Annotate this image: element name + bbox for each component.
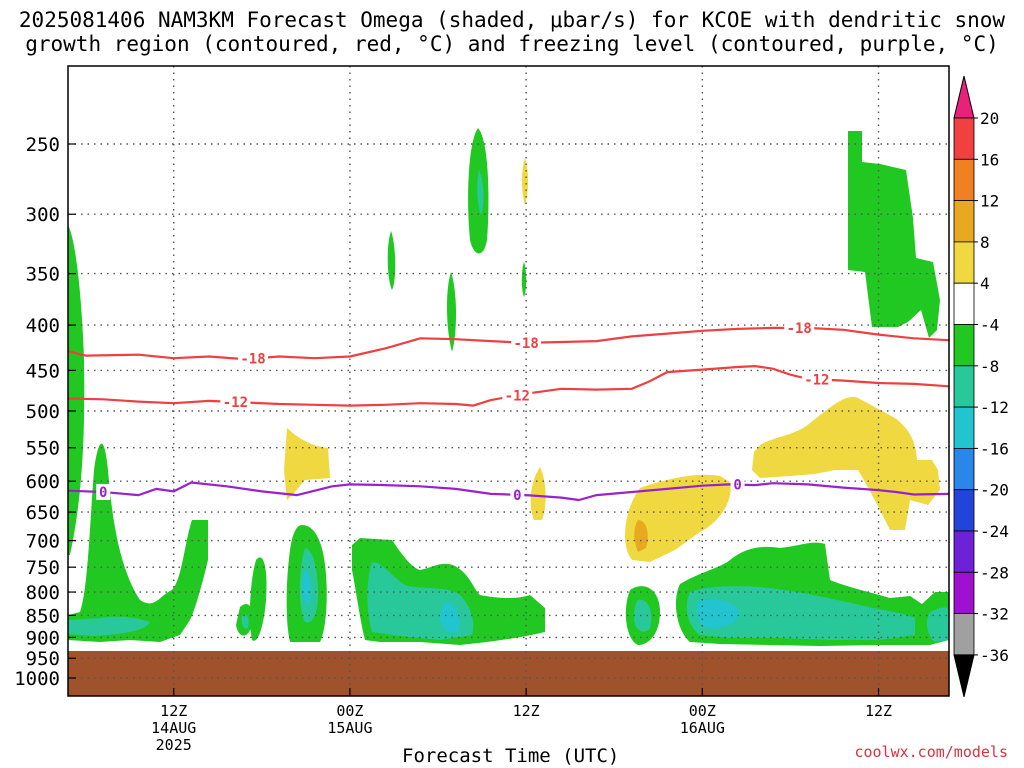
y-tick-label-800: 800 [26,582,60,604]
colorbar-segment-8 [953,447,975,491]
contour-label-bg-freezing-level-2 [730,476,745,493]
y-axis: 2503003504004505005506006507007508008509… [14,134,76,690]
colorbar-label-8: -16 [980,439,1009,458]
colorbar-label-2: 12 [980,192,999,211]
y-tick-label-300: 300 [26,204,60,226]
y-tick-label-500: 500 [26,401,60,423]
colorbar-segment-0 [953,117,975,160]
y-tick-label-750: 750 [26,557,60,579]
colorbar-label-5: -4 [980,316,999,335]
colorbar-segment-4 [953,282,975,325]
ground-below-surface [68,651,949,696]
omega-blob-upper-4 [522,158,528,205]
y-tick-label-850: 850 [26,605,60,627]
colorbar-label-10: -24 [980,522,1009,541]
omega-blob-left-edge [68,225,85,555]
contour-label-dgz-12-2: -12 [804,372,829,388]
y-tick-label-450: 450 [26,360,60,382]
y-tick-label-550: 550 [26,438,60,460]
colorbar-label-13: -36 [980,646,1009,665]
contour-label-bg-freezing-level-0 [96,483,111,500]
contour-label-bg-dgz-12-2 [801,371,832,388]
omega-blob-yellow-3 [625,474,731,562]
colorbar-segment-9 [953,489,975,532]
y-tick-label-600: 600 [26,471,60,493]
contour-label-dgz-18-1: -18 [513,336,538,352]
contour-label-bg-dgz-12-0 [220,394,251,411]
grid [68,66,949,696]
x-tick-label-3-1: 00Z [689,702,716,720]
y-tick-label-950: 950 [26,648,60,670]
source-credit: coolwx.com/models [854,743,1008,761]
omega-blob-yellow-4 [752,397,940,530]
colorbar-segment-7 [953,406,975,449]
contour-label-bg-dgz-18-0 [238,350,269,367]
y-tick-label-700: 700 [26,531,60,553]
plot-frame [67,65,950,697]
colorbar-segment-6 [953,365,975,408]
contour-label-freezing-level-1: 0 [513,488,521,504]
x-axis-title: Forecast Time (UTC) [402,745,620,767]
chart-title-line-2: growth region (contoured, red, °C) and f… [25,32,999,56]
contour-label-dgz-18-2: -18 [787,321,812,337]
colorbar-label-9: -20 [980,481,1009,500]
omega-blob-yellow-1 [284,428,330,500]
colorbar-label-11: -28 [980,563,1009,582]
contours: -18 -18 -18 -12 -12 -12 0 0 0 [68,319,949,504]
contour-label-bg-dgz-18-2 [784,319,815,336]
contour-label-bg-freezing-level-1 [510,486,525,503]
y-tick-label-350: 350 [26,264,60,286]
omega-blob-yellow-2 [530,467,546,520]
x-tick-label-0-3: 2025 [156,736,192,754]
contour-label-freezing-level-2: 0 [733,478,741,494]
colorbar-segment-5 [953,324,975,367]
contour-label-bg-dgz-12-1 [502,387,533,404]
omega-blob-upper-3 [446,272,457,352]
contour-label-dgz-12-1: -12 [505,388,530,404]
x-tick-label-1-2: 15AUG [327,719,372,737]
x-tick-label-4-1: 12Z [865,702,892,720]
contour-label-bg-dgz-18-1 [511,334,542,351]
y-tick-label-900: 900 [26,627,60,649]
colorbar-segment-2 [953,200,975,243]
colorbar-top-triangle [953,75,975,119]
x-tick-label-0-2: 14AUG [151,719,196,737]
contour-label-dgz-18-0: -18 [240,351,265,367]
colorbar-segment-11 [953,571,975,614]
omega-blob-upper-2 [387,231,396,290]
colorbar-label-0: 20 [980,109,999,128]
colorbar-label-7: -12 [980,398,1009,417]
x-tick-label-1-1: 00Z [336,702,363,720]
colorbar: 20 16 12 8 4 -4 -8 -12 -16 -20 -24 -28 -32 -36 [953,75,1009,698]
colorbar-label-6: -8 [980,357,999,376]
colorbar-label-1: 16 [980,150,999,169]
contour-label-dgz-12-0: -12 [223,395,248,411]
colorbar-label-12: -32 [980,605,1009,624]
x-tick-label-0-1: 12Z [160,702,187,720]
omega-blob-upper-right [848,131,940,338]
colorbar-segment-1 [953,158,975,202]
colorbar-bottom-triangle [953,654,975,698]
omega-blob-lower-3 [249,557,267,641]
contour-label-freezing-level-0: 0 [99,485,107,501]
y-tick-label-1000: 1000 [14,668,60,690]
colorbar-label-3: 8 [980,233,990,252]
y-tick-label-650: 650 [26,502,60,524]
colorbar-segment-10 [953,530,975,573]
y-tick-label-250: 250 [26,134,60,156]
y-tick-label-400: 400 [26,315,60,337]
contour-freezing-level [68,481,949,502]
x-tick-label-2-1: 12Z [513,702,540,720]
x-tick-label-3-2: 16AUG [680,719,725,737]
colorbar-segment-3 [953,241,975,284]
chart-title-line-1: 2025081406 NAM3KM Forecast Omega (shaded… [18,8,1006,32]
colorbar-segment-12 [953,613,975,656]
colorbar-label-4: 4 [980,274,990,293]
